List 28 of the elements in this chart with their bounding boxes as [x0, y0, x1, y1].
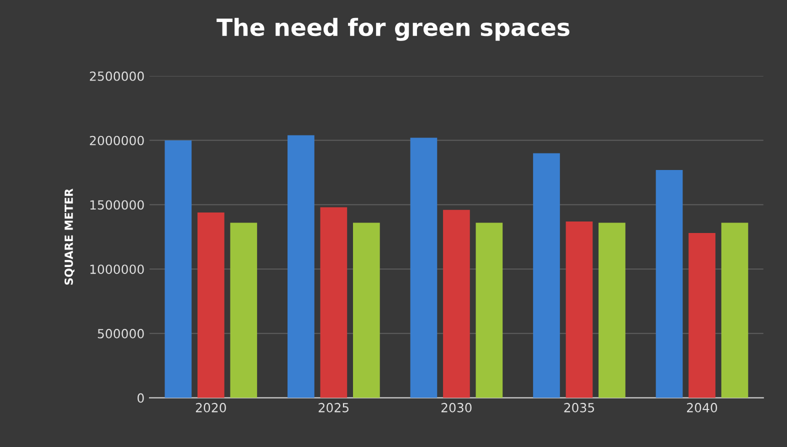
x-tick-label: 2025: [318, 402, 348, 412]
y-tick-label: 0: [138, 393, 144, 403]
y-axis-title: SQUARE METER: [64, 188, 74, 285]
bar: [598, 222, 626, 398]
x-tick-label: 2035: [564, 402, 594, 412]
bar: [230, 222, 258, 398]
y-tick-label: 1500000: [90, 200, 144, 210]
bar: [288, 135, 314, 398]
chart-title: The need for green spaces: [216, 18, 570, 41]
bar: [443, 210, 470, 398]
bar: [410, 138, 438, 398]
bar: [566, 221, 593, 398]
x-tick-label: 2030: [441, 402, 472, 412]
bar: [353, 222, 380, 398]
x-tick-label: 2020: [196, 402, 226, 412]
y-tick-label: 500000: [98, 328, 144, 338]
y-tick-label: 1000000: [90, 264, 144, 274]
bar: [656, 170, 683, 398]
bar: [476, 222, 503, 398]
bar: [533, 153, 560, 398]
x-tick-label: 2040: [687, 402, 718, 412]
y-tick-label: 2000000: [90, 136, 144, 146]
bar: [688, 233, 716, 398]
bar: [320, 207, 348, 398]
bar: [197, 212, 224, 398]
bar: [721, 222, 748, 398]
bar: [164, 140, 192, 398]
y-tick-label: 2500000: [90, 71, 144, 81]
